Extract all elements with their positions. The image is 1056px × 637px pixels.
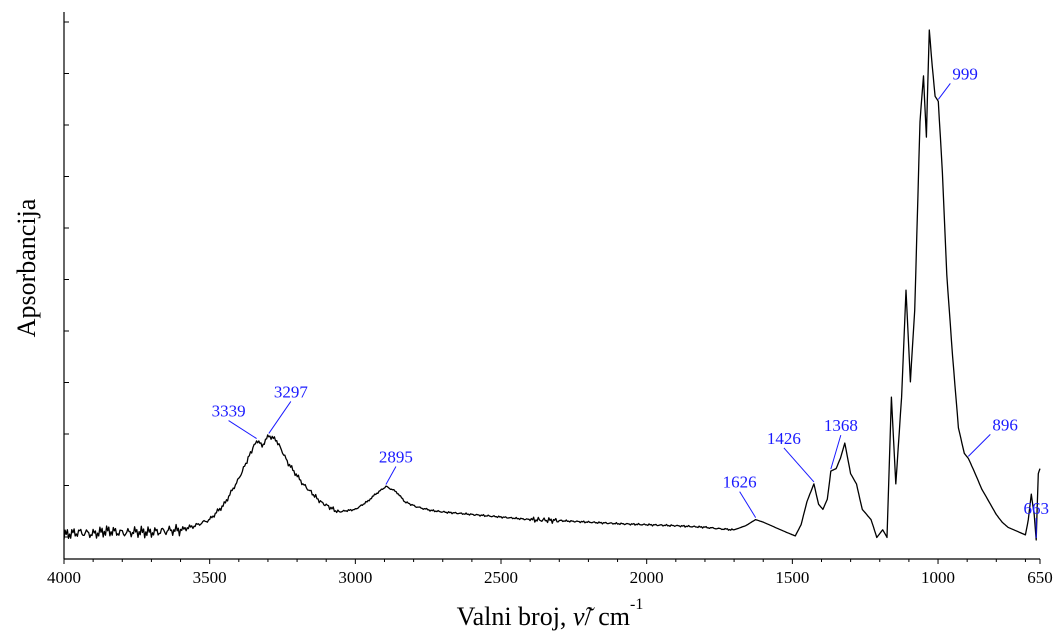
x-axis-title-unit: / cm	[584, 602, 630, 631]
y-axis-title: Apsorbancija	[12, 198, 41, 337]
x-ticks	[63, 559, 1041, 564]
y-ticks	[64, 21, 69, 538]
peak-label: 896	[992, 415, 1018, 434]
peak-label: 2895	[379, 447, 413, 466]
x-tick-label: 2000	[630, 568, 664, 587]
peak-label: 663	[1023, 499, 1049, 518]
peak-leader	[385, 466, 397, 485]
x-tick-label: 4000	[47, 568, 81, 587]
peak-label: 3339	[212, 402, 246, 421]
x-tick-label: 2500	[484, 568, 518, 587]
peak-label: 1368	[824, 416, 858, 435]
axes	[63, 12, 1040, 560]
peak-leader	[967, 434, 991, 457]
x-tick-label: 650	[1027, 568, 1053, 587]
x-tick-label: 1500	[775, 568, 809, 587]
peak-leader	[830, 435, 842, 470]
x-tick-label: 3000	[338, 568, 372, 587]
x-tick-label: 3500	[193, 568, 227, 587]
peak-leader	[937, 83, 951, 100]
peak-leader	[783, 447, 815, 483]
x-axis-title-exponent: -1	[630, 596, 643, 613]
x-tick-labels: 4000 3500 3000 2500 2000 1500 1000 650	[47, 568, 1053, 587]
peak-label: 999	[952, 64, 978, 83]
peak-label: 1626	[723, 473, 757, 492]
peak-label: 3297	[274, 382, 309, 401]
peak-leader	[268, 401, 292, 434]
peak-leader	[228, 420, 257, 439]
x-tick-label: 1000	[921, 568, 955, 587]
x-axis-title: Valni broj, ν̃/ cm-1	[457, 596, 644, 631]
spectrum-line	[63, 29, 1041, 541]
peak-label: 1426	[767, 429, 801, 448]
x-axis-title-main: Valni broj,	[457, 602, 573, 631]
peak-leader	[739, 491, 757, 518]
peak-annotations: 3339 3297 2895 1626 1426 1368 999 896 663	[212, 64, 1049, 538]
